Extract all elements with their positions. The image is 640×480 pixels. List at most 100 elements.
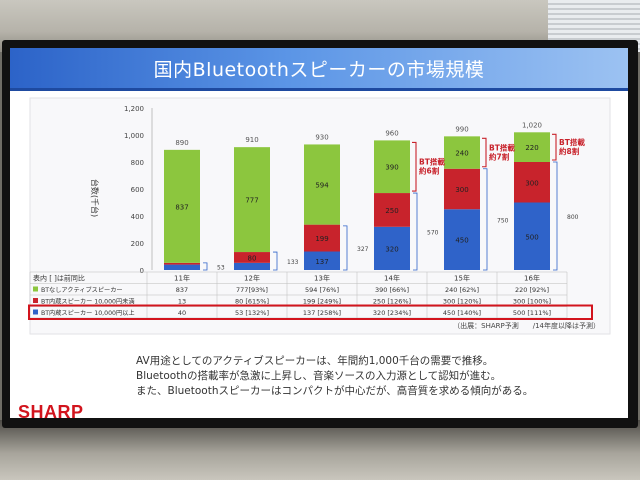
comment-line-1: AV用途としてのアクティブスピーカーは、年間約1,000千台の需要で推移。	[136, 355, 494, 367]
bar-segment	[304, 144, 340, 225]
source-note: （出展：SHARP予測 /14年度以降は予測）	[453, 321, 600, 330]
x-category-label: 14年	[384, 274, 400, 283]
bt-total-label: 133	[287, 259, 299, 266]
y-tick-label: 0	[140, 267, 144, 275]
bt-share-annotation-top: BT搭載	[489, 143, 515, 153]
y-tick-label: 200	[131, 240, 144, 248]
bar-segment	[444, 209, 480, 270]
table-cell: 137 [258%]	[303, 309, 341, 317]
table-cell: 13	[178, 298, 186, 306]
bar-segment	[514, 162, 550, 203]
bt-share-annotation-bottom: 約7割	[489, 152, 510, 162]
bar-segment	[514, 132, 550, 162]
bt-share-bracket	[482, 137, 487, 168]
bar-segment	[374, 140, 410, 194]
table-cell: 777[93%]	[236, 286, 268, 294]
bt-total-label: 800	[567, 214, 579, 221]
comment-line-3: また、Bluetoothスピーカーはコンパクトが中心だが、高音質を求める傾向があ…	[136, 385, 534, 397]
bt-bracket	[273, 251, 278, 271]
bar-total-label: 930	[315, 133, 328, 141]
table-cell: 53 [132%]	[235, 309, 269, 317]
table-cell: 40	[178, 309, 186, 317]
bt-total-label: 53	[217, 264, 225, 271]
bar-segment	[234, 147, 270, 253]
bar-value-label: 250	[385, 207, 398, 215]
bar-value-label: 450	[455, 237, 468, 245]
table-cell: 320 [234%]	[373, 309, 411, 317]
legend-entry: BTなしアクティブスピーカー	[41, 286, 123, 294]
legend-swatch	[33, 286, 38, 292]
table-cell: 220 [92%]	[515, 286, 549, 294]
bar-value-label: 199	[315, 235, 328, 243]
bar-total-label: 890	[175, 139, 188, 147]
bar-segment	[444, 136, 480, 169]
table-cell: 300 [120%]	[443, 298, 481, 306]
y-tick-label: 800	[131, 159, 144, 167]
bar-segment	[164, 262, 200, 265]
table-header-note: 表内 [ ]は前同比	[33, 274, 85, 283]
bt-bracket	[343, 225, 348, 271]
bt-bracket	[553, 161, 558, 271]
bar-value-label: 300	[455, 186, 468, 194]
bt-bracket	[483, 168, 488, 271]
table-cell: 240 [62%]	[445, 286, 479, 294]
bar-value-label: 137	[315, 258, 328, 266]
bt-share-annotation-bottom: 約8割	[559, 146, 580, 156]
bt-total-label: 327	[357, 246, 369, 253]
slide-screen: 国内Bluetoothスピーカーの市場規模 0 200 400 600 800 1,000…	[10, 48, 628, 418]
table-cell: 199 [249%]	[303, 298, 341, 306]
table-cell: 594 [76%]	[305, 286, 339, 294]
table-cell: 300 [100%]	[513, 298, 551, 306]
bar-segment	[234, 252, 270, 263]
bar-value-label: 594	[315, 182, 329, 190]
x-category-label: 12年	[244, 274, 260, 283]
bar-value-label: 320	[385, 245, 398, 253]
bar-segment	[164, 149, 200, 263]
bt-bracket	[203, 262, 208, 271]
bar-segment	[374, 226, 410, 270]
bt-share-annotation-bottom: 約6割	[419, 166, 440, 176]
bar-segment	[234, 262, 270, 270]
bar-value-label: 390	[385, 164, 398, 172]
bt-share-bracket	[552, 133, 557, 161]
sharp-logo: SHARP	[18, 402, 84, 418]
highlighted-row-outline	[28, 304, 593, 320]
table-cell: 80 [615%]	[235, 298, 269, 306]
bar-segment	[304, 224, 340, 252]
legend-entry: BT内蔵スピーカー 10,000円以上	[41, 309, 135, 317]
bar-segment	[514, 202, 550, 270]
bar-value-label: 220	[525, 144, 538, 152]
table-cell: 250 [126%]	[373, 298, 411, 306]
bt-total-label: 570	[427, 230, 439, 237]
bar-value-label: 500	[525, 233, 538, 241]
bt-total-label: 750	[497, 217, 509, 224]
legend-swatch	[33, 309, 38, 315]
bar-total-label: 910	[245, 136, 258, 144]
y-tick-label: 1,200	[124, 105, 144, 113]
table-cell: 500 [111%]	[513, 309, 551, 317]
bar-value-label: 837	[175, 203, 188, 211]
bar-value-label: 240	[455, 150, 468, 158]
y-tick-label: 400	[131, 213, 144, 221]
bt-share-bracket	[412, 141, 417, 192]
x-category-label: 11年	[174, 274, 190, 283]
x-category-label: 13年	[314, 274, 330, 283]
bar-total-label: 1,020	[522, 121, 542, 129]
comment-line-2: Bluetoothの搭載率が急激に上昇し、音楽ソースの入力源として認知が進む。	[136, 370, 502, 382]
table-cell: 837	[176, 286, 188, 294]
x-category-label: 16年	[524, 274, 540, 283]
y-tick-label: 600	[131, 186, 144, 194]
table-cell: 390 [66%]	[375, 286, 409, 294]
bar-segment	[374, 193, 410, 227]
title-bar	[10, 48, 628, 88]
slide-title: 国内Bluetoothスピーカーの市場規模	[153, 59, 485, 81]
bt-bracket	[413, 192, 418, 271]
bar-segment	[304, 251, 340, 270]
title-underline	[10, 88, 628, 91]
bar-value-label: 777	[245, 197, 258, 205]
bar-value-label: 300	[525, 179, 538, 187]
x-category-label: 15年	[454, 274, 470, 283]
y-axis-label: 台数(千台)	[90, 179, 100, 217]
bar-total-label: 990	[455, 125, 468, 133]
bar-segment	[164, 264, 200, 270]
